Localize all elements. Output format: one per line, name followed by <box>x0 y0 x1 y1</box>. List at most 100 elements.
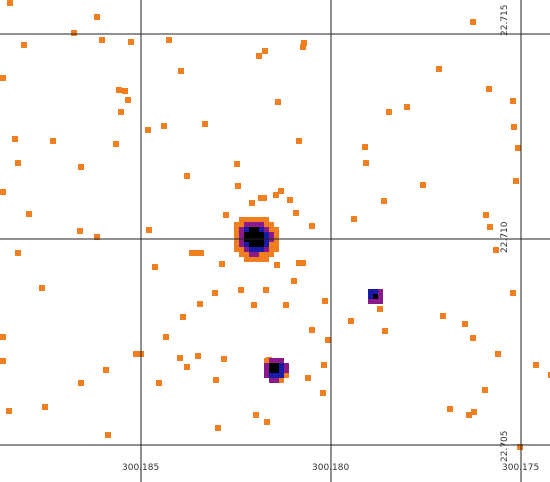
noise-pixel <box>195 353 201 359</box>
source-pixel <box>254 217 259 222</box>
dec-tick-label-22-710: 22.710 <box>500 221 510 253</box>
noise-pixel <box>283 302 289 308</box>
noise-pixel <box>156 380 162 386</box>
noise-pixel <box>71 30 77 36</box>
noise-pixel <box>180 314 186 320</box>
source-pixel <box>244 242 249 247</box>
source-pixel <box>279 373 284 378</box>
noise-pixel <box>253 412 259 418</box>
noise-pixel <box>0 189 6 195</box>
noise-pixel <box>50 138 56 144</box>
noise-pixel <box>325 337 331 343</box>
noise-pixel <box>513 178 519 184</box>
noise-pixel <box>215 425 221 431</box>
noise-pixel <box>296 260 302 266</box>
source-pixel <box>274 373 279 378</box>
noise-pixel <box>321 362 327 368</box>
noise-pixel <box>275 99 281 105</box>
source-pixel <box>249 232 254 237</box>
source-pixel <box>249 252 254 257</box>
noise-pixel <box>113 141 119 147</box>
source-pixel <box>264 257 269 262</box>
source-pixel <box>368 299 373 304</box>
noise-pixel <box>177 355 183 361</box>
source-pixel <box>264 363 269 368</box>
source-pixel <box>249 222 254 227</box>
noise-pixel <box>517 444 523 450</box>
noise-pixel <box>420 182 426 188</box>
source-pixel <box>264 232 269 237</box>
noise-pixel <box>39 285 45 291</box>
noise-pixel <box>238 287 244 293</box>
source-pixel <box>254 247 259 252</box>
source-pixel <box>264 222 269 227</box>
noise-pixel <box>118 109 124 115</box>
noise-pixel <box>161 123 167 129</box>
source-pixel <box>274 247 279 252</box>
noise-pixel <box>42 404 48 410</box>
ra-tick-label-300-185: 300.185 <box>122 463 159 473</box>
noise-pixel <box>386 109 392 115</box>
source-pixel <box>239 247 244 252</box>
source-pixel <box>259 247 264 252</box>
noise-pixel <box>184 173 190 179</box>
noise-pixel <box>256 53 262 59</box>
noise-pixel <box>78 380 84 386</box>
noise-pixel <box>94 14 100 20</box>
source-pixel <box>269 232 274 237</box>
noise-pixel <box>223 212 229 218</box>
source-pixel <box>274 368 279 373</box>
noise-pixels <box>0 0 550 450</box>
noise-pixel <box>301 40 307 46</box>
noise-pixel <box>377 306 383 312</box>
source-pixel <box>239 242 244 247</box>
noise-pixel <box>274 262 280 268</box>
noise-pixel <box>351 216 357 222</box>
source-pixel <box>264 217 269 222</box>
noise-pixel <box>381 198 387 204</box>
source-pixel <box>244 247 249 252</box>
noise-pixel <box>7 0 13 6</box>
noise-pixel <box>278 188 284 194</box>
source-pixel <box>249 227 254 232</box>
ra-tick-label-300-180: 300.180 <box>312 463 349 473</box>
source-pixel <box>284 373 289 378</box>
noise-pixel <box>234 161 240 167</box>
source-pixel <box>259 252 264 257</box>
noise-pixel <box>309 223 315 229</box>
source-pixel <box>279 368 284 373</box>
source-pixel <box>239 232 244 237</box>
noise-pixel <box>128 39 134 45</box>
source-pixel <box>254 232 259 237</box>
noise-pixel <box>251 302 257 308</box>
source-pixel <box>269 358 274 363</box>
ra-tick-label-300-175: 300.175 <box>502 463 539 473</box>
source-pixel <box>269 252 274 257</box>
noise-pixel <box>273 192 279 198</box>
source-pixel <box>239 217 244 222</box>
dec-tick-label-22-715: 22.715 <box>500 5 510 37</box>
noise-pixel <box>305 375 311 381</box>
noise-pixel <box>26 211 32 217</box>
noise-pixel <box>163 334 169 340</box>
source-pixel <box>244 252 249 257</box>
noise-pixel <box>363 160 369 166</box>
source-pixel <box>244 222 249 227</box>
noise-pixel <box>470 19 476 25</box>
source-right <box>368 289 383 304</box>
noise-pixel <box>116 87 122 93</box>
noise-pixel <box>0 75 6 81</box>
source-pixel <box>244 217 249 222</box>
source-pixel <box>274 227 279 232</box>
source-pixel <box>269 222 274 227</box>
source-pixel <box>254 257 259 262</box>
noise-pixel <box>6 408 12 414</box>
source-pixel <box>239 227 244 232</box>
noise-pixel <box>146 227 152 233</box>
source-pixel <box>239 222 244 227</box>
noise-pixel <box>212 290 218 296</box>
noise-pixel <box>133 351 139 357</box>
